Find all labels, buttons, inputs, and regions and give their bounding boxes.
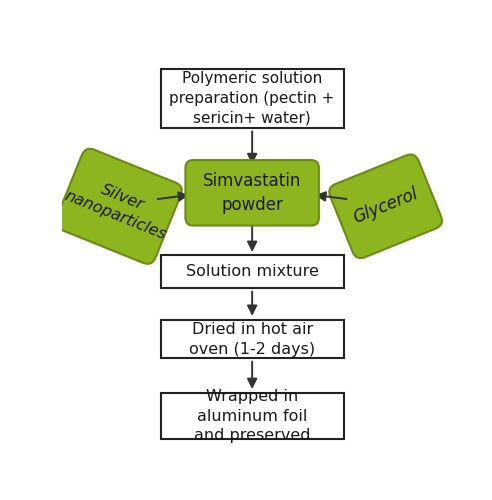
- FancyBboxPatch shape: [161, 320, 343, 358]
- Text: Simvastatin
powder: Simvastatin powder: [203, 172, 301, 214]
- FancyBboxPatch shape: [161, 68, 343, 128]
- Text: Solution mixture: Solution mixture: [185, 264, 319, 279]
- Text: Wrapped in
aluminum foil
and preserved: Wrapped in aluminum foil and preserved: [194, 389, 310, 444]
- FancyBboxPatch shape: [329, 154, 442, 258]
- Text: Dried in hot air
oven (1-2 days): Dried in hot air oven (1-2 days): [189, 322, 315, 356]
- Text: Glycerol: Glycerol: [350, 185, 421, 228]
- Text: Silver
nanoparticles: Silver nanoparticles: [62, 170, 175, 242]
- Text: Polymeric solution
preparation (pectin +
sericin+ water): Polymeric solution preparation (pectin +…: [169, 71, 335, 126]
- FancyBboxPatch shape: [185, 160, 319, 226]
- FancyBboxPatch shape: [161, 393, 343, 439]
- FancyBboxPatch shape: [56, 148, 182, 264]
- FancyBboxPatch shape: [161, 256, 343, 288]
